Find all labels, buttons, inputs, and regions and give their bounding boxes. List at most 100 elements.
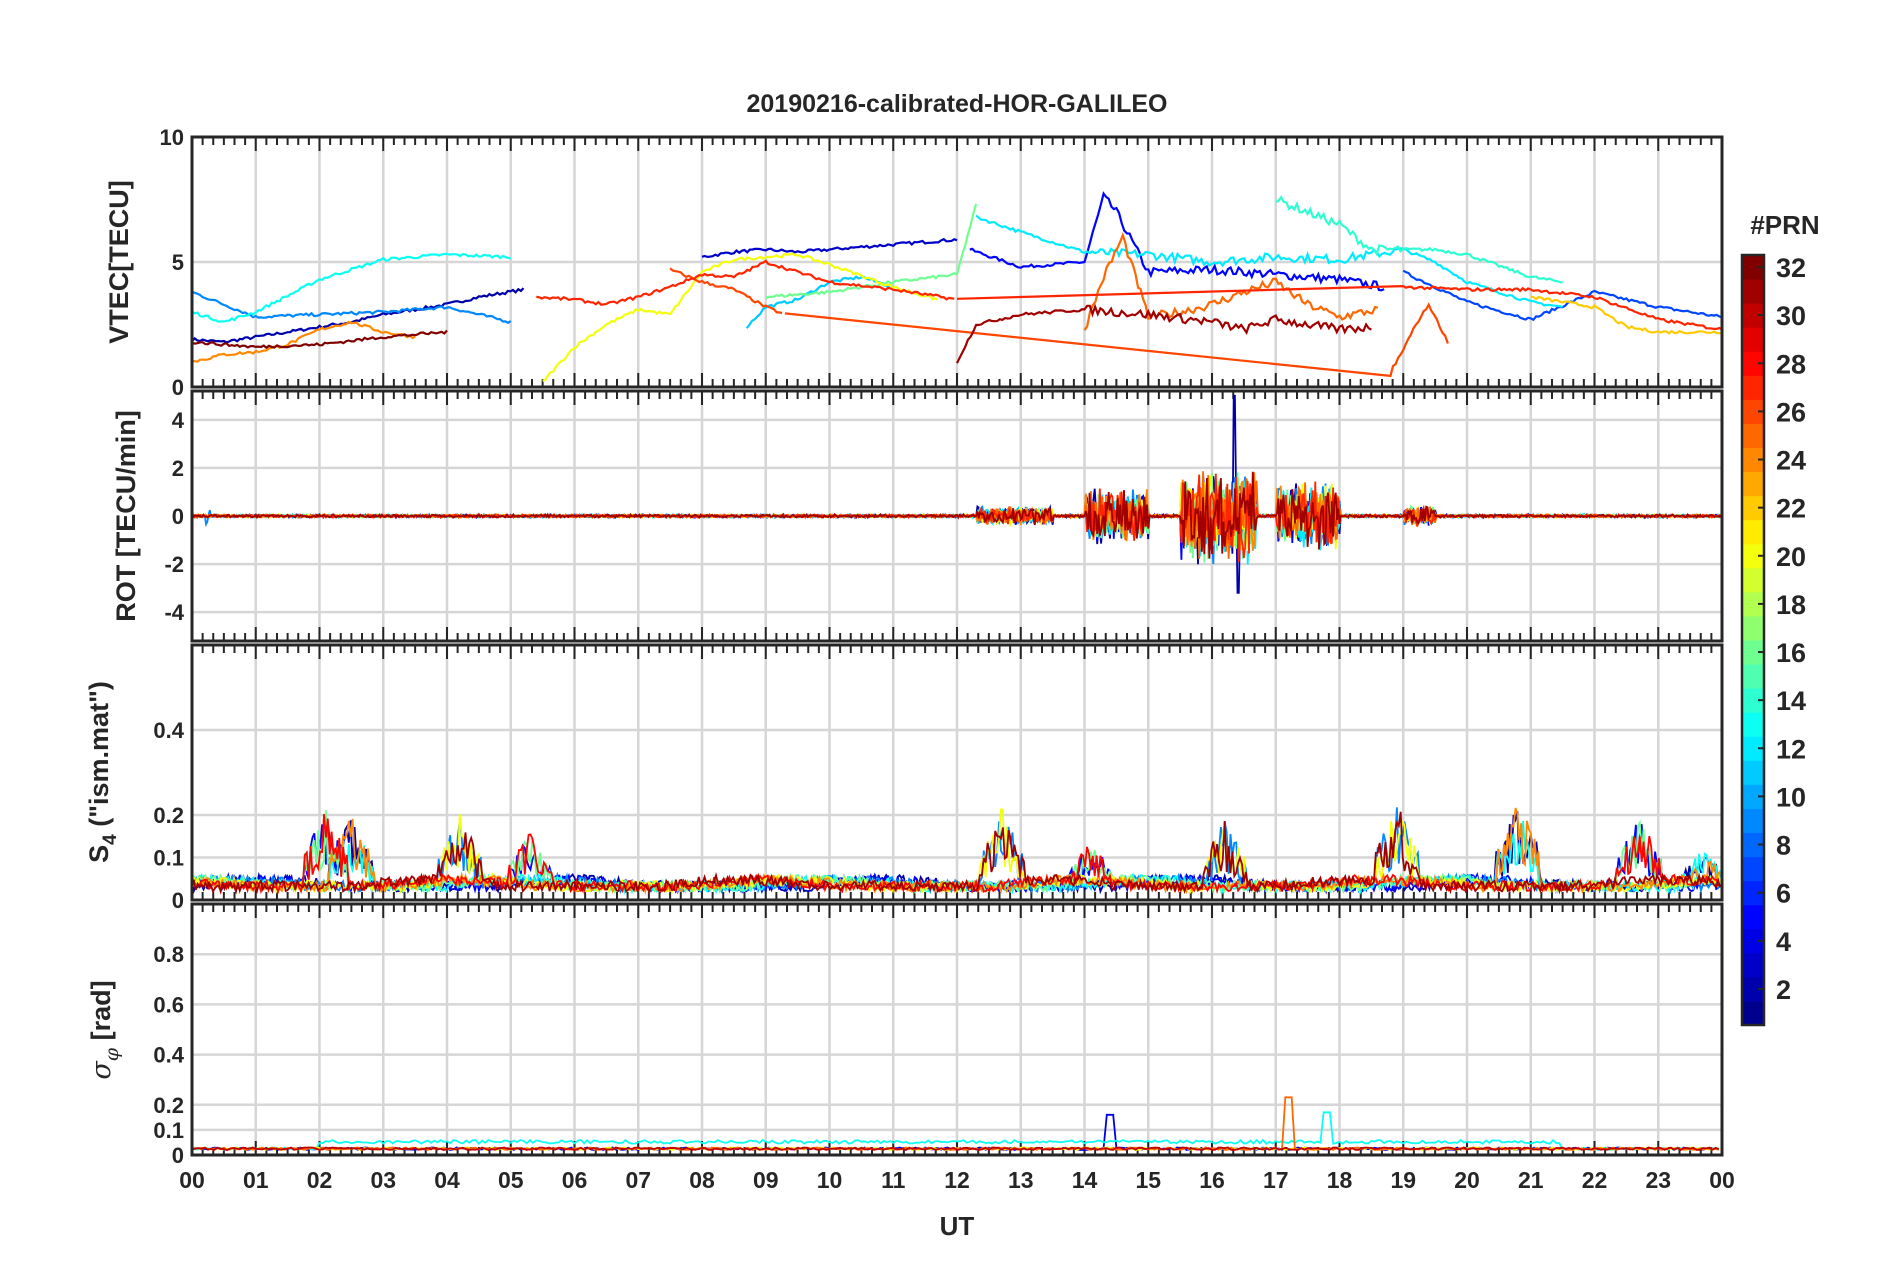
unit: ("ism.mat") — [84, 681, 114, 834]
x-tick-label: 23 — [1645, 1167, 1671, 1193]
x-tick-label: 09 — [753, 1167, 779, 1193]
colorbar-segment — [1742, 640, 1764, 665]
vtec-series-line — [701, 237, 958, 259]
colorbar-tick-label: 10 — [1776, 782, 1806, 812]
subscript: φ — [101, 1047, 123, 1061]
y-tick-label: 0.1 — [153, 846, 184, 871]
y-tick-label: 4 — [172, 408, 185, 433]
colorbar-segment — [1742, 375, 1764, 400]
colorbar-border — [1740, 253, 1766, 1027]
colorbar-segment — [1742, 399, 1764, 424]
y-tick-label: 0.8 — [153, 942, 184, 967]
y-tick-label: 0 — [172, 375, 184, 400]
vtec-series-line — [745, 275, 895, 329]
colorbar-segment — [1742, 519, 1764, 545]
colorbar-tick-label: 16 — [1776, 638, 1806, 668]
colorbar-tick-label: 30 — [1776, 301, 1806, 331]
colorbar-tick-label: 6 — [1776, 879, 1791, 909]
colorbar-segment — [1742, 351, 1764, 376]
vtec-series-line — [1275, 195, 1563, 284]
colorbar-segment — [1742, 327, 1764, 352]
vtec-series-line — [1530, 295, 1723, 335]
panel-vtec: 0 5 10 VTEC[TECU] — [104, 125, 1724, 400]
sigma-series-line — [191, 1146, 1720, 1152]
panel-s4: 0 0.1 0.2 0.4 S4 ("ism.mat") — [84, 643, 1724, 913]
y-axis-label: σφ [rad] — [86, 980, 123, 1079]
unit: [rad] — [86, 980, 116, 1048]
colorbar-tick-label: 14 — [1776, 686, 1806, 716]
x-tick-label: 19 — [1390, 1167, 1416, 1193]
x-tick-label: 11 — [881, 1167, 906, 1193]
vtec-series-line — [956, 303, 1372, 364]
panel-border — [190, 902, 1724, 1157]
colorbar-segment — [1742, 664, 1764, 689]
colorbar-tick-label: 2 — [1776, 975, 1791, 1005]
colorbar-segment — [1742, 736, 1764, 761]
x-tick-label: 02 — [307, 1167, 333, 1193]
y-tick-label: -2 — [164, 552, 184, 577]
colorbar-segment — [1742, 808, 1764, 833]
colorbar-segment — [1742, 447, 1764, 473]
colorbar-segment — [1742, 688, 1764, 713]
y-tick-label: 0.2 — [153, 803, 184, 828]
y-axis-label: ROT [TECU/min] — [111, 410, 141, 621]
colorbar-segment — [1742, 904, 1764, 930]
colorbar-segment — [1742, 784, 1764, 809]
chart-title: 20190216-calibrated-HOR-GALILEO — [747, 90, 1168, 118]
x-tick-label: 15 — [1135, 1167, 1161, 1193]
y-tick-label: 0 — [172, 888, 184, 913]
colorbar-segment — [1742, 928, 1764, 954]
y-tick-label: 10 — [160, 125, 184, 150]
y-tick-label: 0 — [172, 504, 184, 529]
y-tick-label: 0.6 — [153, 992, 184, 1017]
panel-border — [190, 389, 1724, 643]
vtec-series-line — [1083, 232, 1379, 331]
vtec-series-line — [765, 203, 978, 300]
x-tick-label: 08 — [689, 1167, 715, 1193]
x-tick-label: 10 — [817, 1167, 843, 1193]
colorbar-title: #PRN — [1750, 210, 1819, 240]
vtec-series-line — [191, 329, 448, 350]
colorbar-segment — [1742, 495, 1764, 521]
x-tick-label: 21 — [1518, 1167, 1544, 1193]
x-tick-label: 20 — [1454, 1167, 1480, 1193]
s4-series-line — [191, 807, 1721, 895]
x-tick-label: 18 — [1327, 1167, 1353, 1193]
s4-series-line — [191, 811, 1721, 896]
y-tick-label: 2 — [172, 456, 184, 481]
colorbar-segment — [1742, 567, 1764, 593]
vtec-series-line — [191, 320, 416, 363]
vtec-series-line — [191, 290, 512, 325]
x-tick-label: 00 — [1709, 1167, 1735, 1193]
vtec-series-line — [975, 214, 1563, 309]
colorbar-tick-label: 8 — [1776, 831, 1791, 861]
y-tick-label: -4 — [164, 600, 184, 625]
x-tick-label: 05 — [498, 1167, 524, 1193]
y-tick-label: 0.4 — [153, 718, 184, 743]
x-axis: 00 01 02 03 04 05 06 07 08 09 10 11 12 13 14 15 16 17 18 19… — [179, 1167, 1735, 1193]
colorbar-segment — [1742, 591, 1764, 617]
colorbar-segment — [1742, 760, 1764, 785]
colorbar-segment — [1742, 471, 1764, 497]
colorbar-tick-label: 24 — [1776, 446, 1806, 476]
x-tick-label: 12 — [944, 1167, 970, 1193]
x-tick-label: 22 — [1582, 1167, 1608, 1193]
colorbar-segment — [1742, 712, 1764, 737]
x-tick-label: 06 — [562, 1167, 588, 1193]
vtec-series-line — [536, 259, 1723, 331]
x-tick-label: 00 — [179, 1167, 205, 1193]
x-axis-label: UT — [940, 1211, 975, 1241]
colorbar-tick-label: 28 — [1776, 349, 1806, 379]
colorbar-segment — [1742, 615, 1764, 641]
y-tick-label: 0 — [172, 1143, 184, 1168]
colorbar-segment — [1742, 976, 1764, 1002]
y-axis-label: VTEC[TECU] — [104, 180, 134, 344]
panel-rot: -4 -2 0 2 4 ROT [TECU/min] — [111, 389, 1724, 643]
colorbar-segment — [1742, 856, 1764, 882]
colorbar-segment — [1742, 255, 1764, 280]
y-tick-label: 0.4 — [153, 1043, 184, 1068]
y-tick-label: 0.2 — [153, 1093, 184, 1118]
sigma-series-line — [191, 1111, 1720, 1152]
vtec-series-line — [969, 191, 1385, 292]
